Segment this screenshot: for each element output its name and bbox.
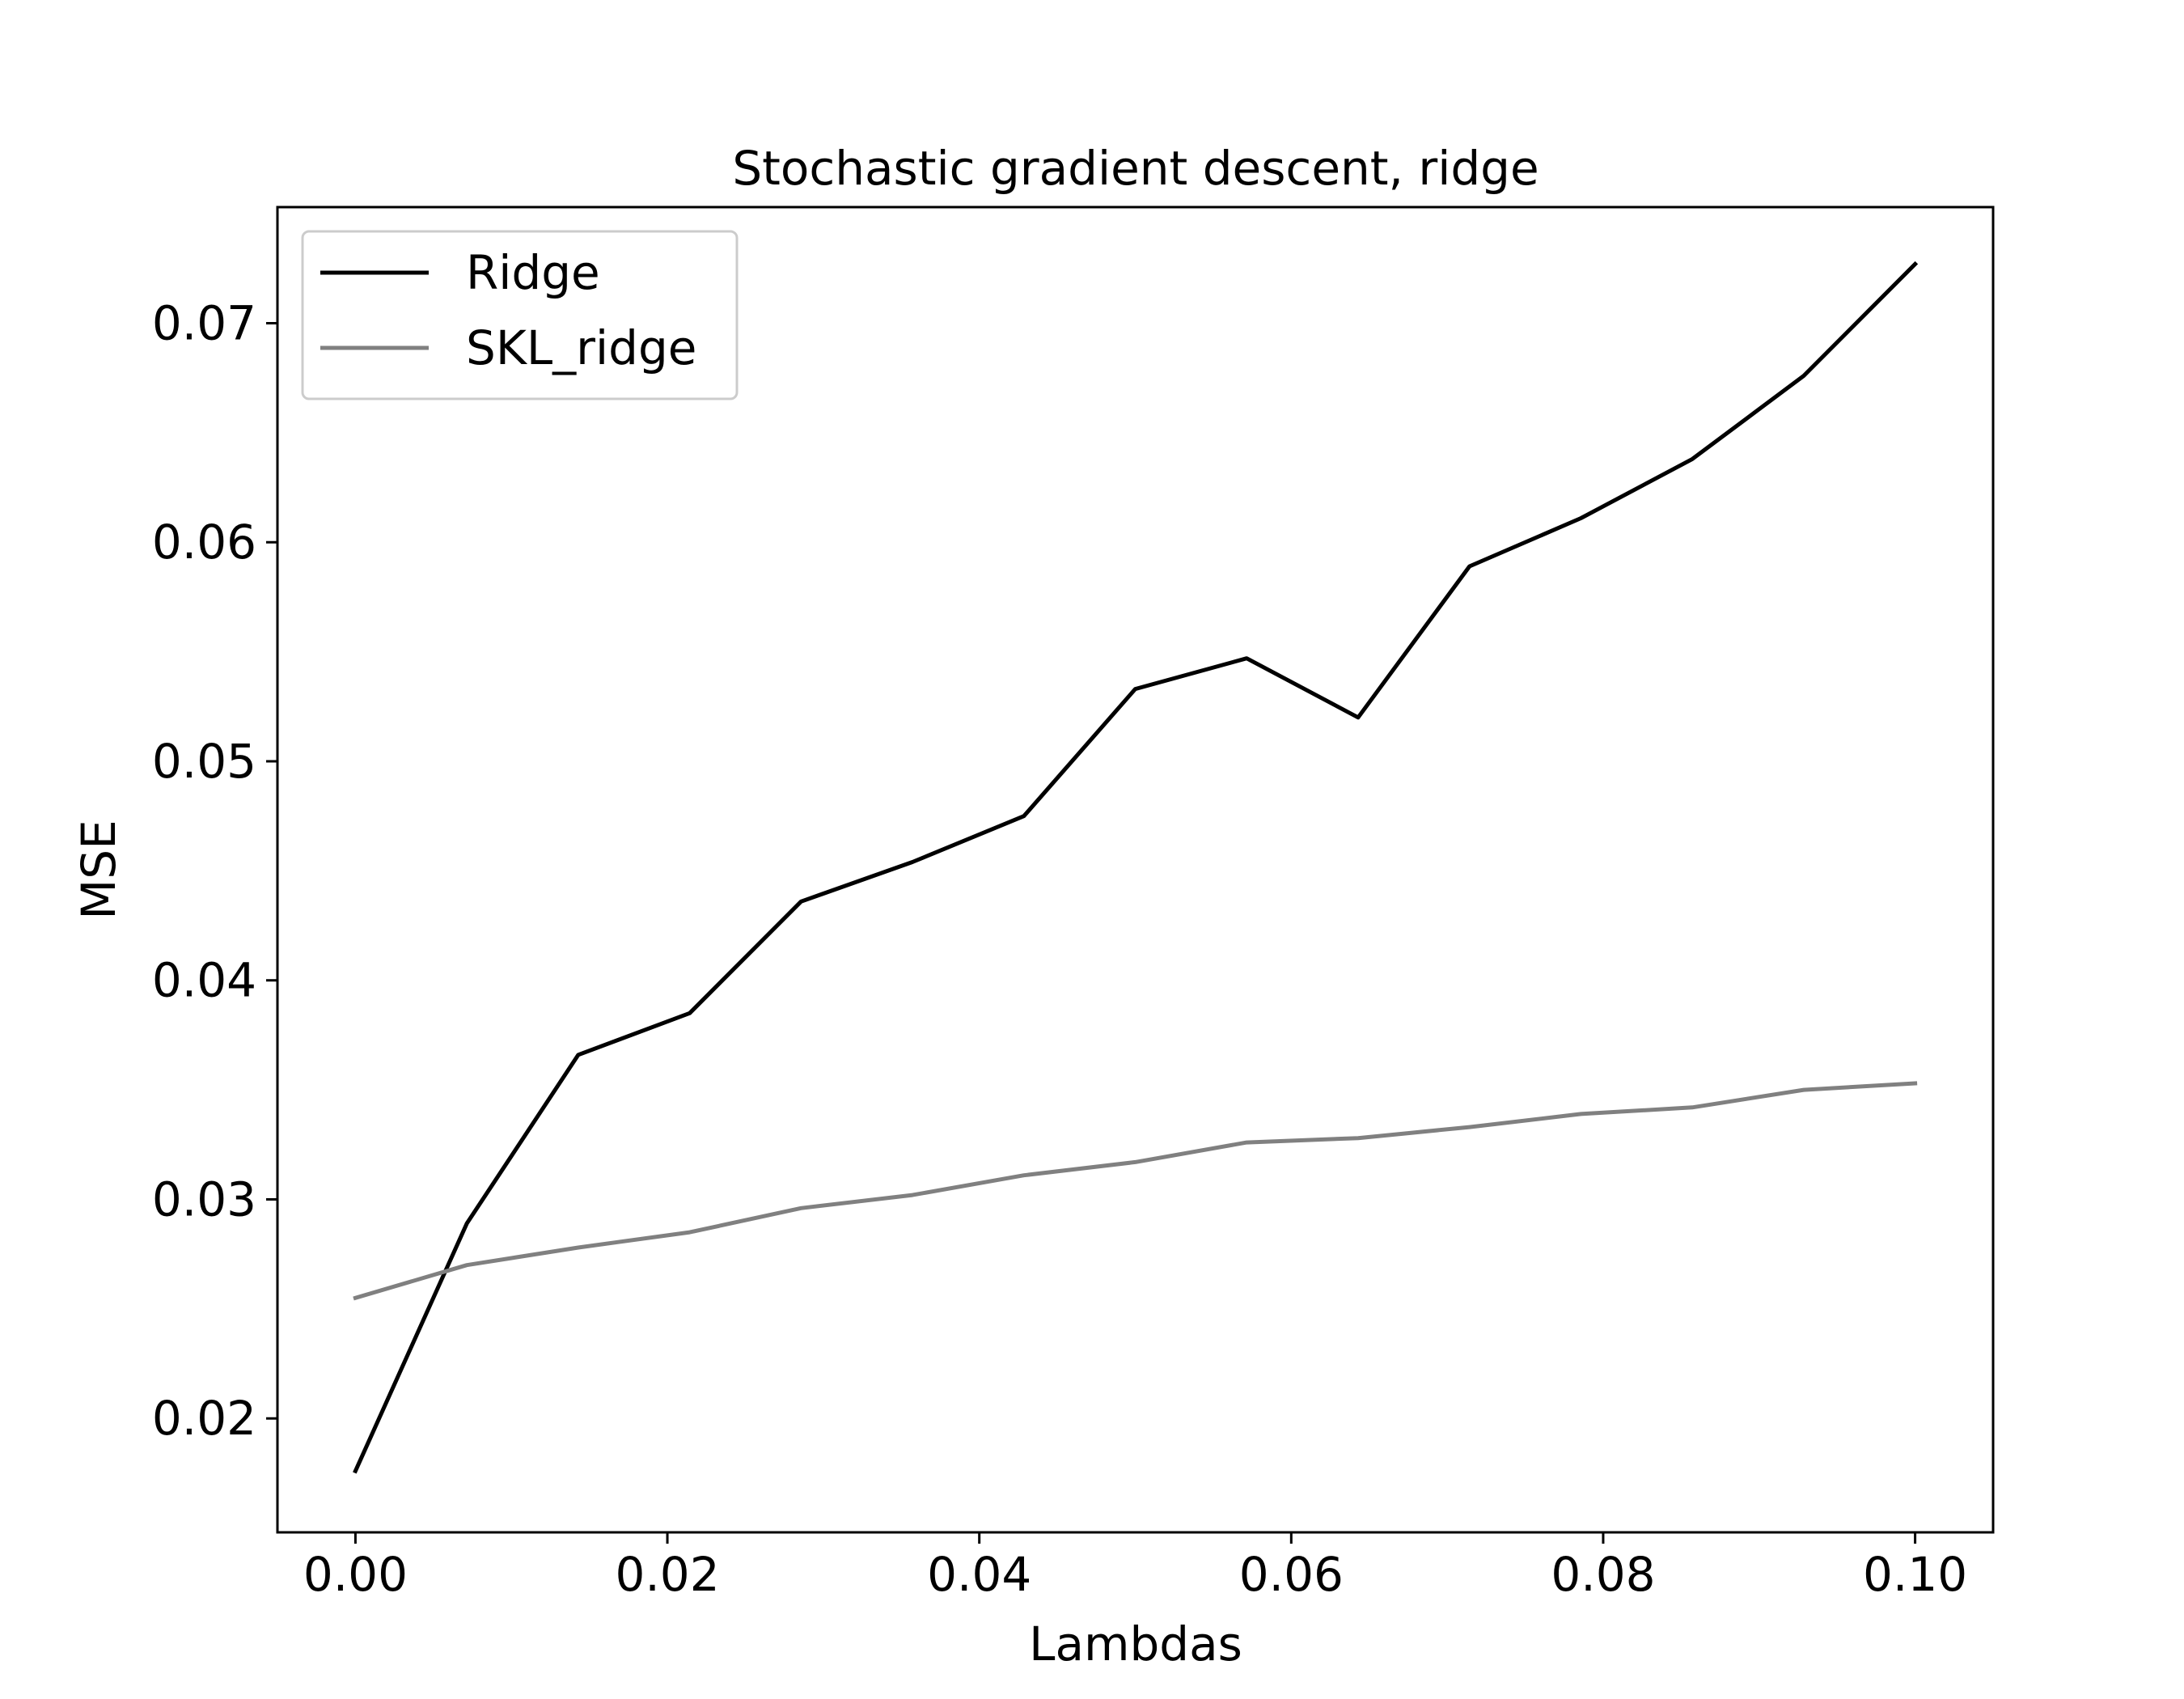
series-line-skl-ridge bbox=[353, 1081, 1918, 1301]
y-tick-label: 0.05 bbox=[152, 734, 256, 789]
x-axis-label: Lambdas bbox=[1029, 1616, 1242, 1671]
series-line-ridge bbox=[353, 261, 1919, 1474]
y-tick-label: 0.03 bbox=[152, 1172, 256, 1227]
x-tick-label: 0.04 bbox=[927, 1547, 1031, 1602]
series-lines bbox=[353, 261, 1919, 1474]
y-tick-label: 0.04 bbox=[152, 953, 256, 1008]
axis-ticks: 0.00 0.02 0.04 0.06 0.08 0.10 0.02 0.03 0.04 0.05… bbox=[152, 295, 1967, 1602]
y-tick-label: 0.02 bbox=[152, 1391, 256, 1446]
y-tick-label: 0.07 bbox=[152, 295, 256, 350]
y-tick-label: 0.06 bbox=[152, 515, 256, 570]
x-tick-label: 0.06 bbox=[1239, 1547, 1344, 1602]
x-tick-label: 0.00 bbox=[303, 1547, 408, 1602]
y-axis-label: MSE bbox=[71, 820, 126, 920]
legend-label-skl-ridge: SKL_ridge bbox=[466, 320, 696, 375]
legend: Ridge SKL_ridge bbox=[301, 230, 739, 400]
x-tick-label: 0.10 bbox=[1863, 1547, 1967, 1602]
x-tick-label: 0.08 bbox=[1551, 1547, 1655, 1602]
plot-area-frame bbox=[276, 205, 1995, 1534]
legend-label-ridge: Ridge bbox=[466, 245, 600, 300]
chart-title: Stochastic gradient descent, ridge bbox=[732, 141, 1539, 196]
x-tick-label: 0.02 bbox=[615, 1547, 719, 1602]
